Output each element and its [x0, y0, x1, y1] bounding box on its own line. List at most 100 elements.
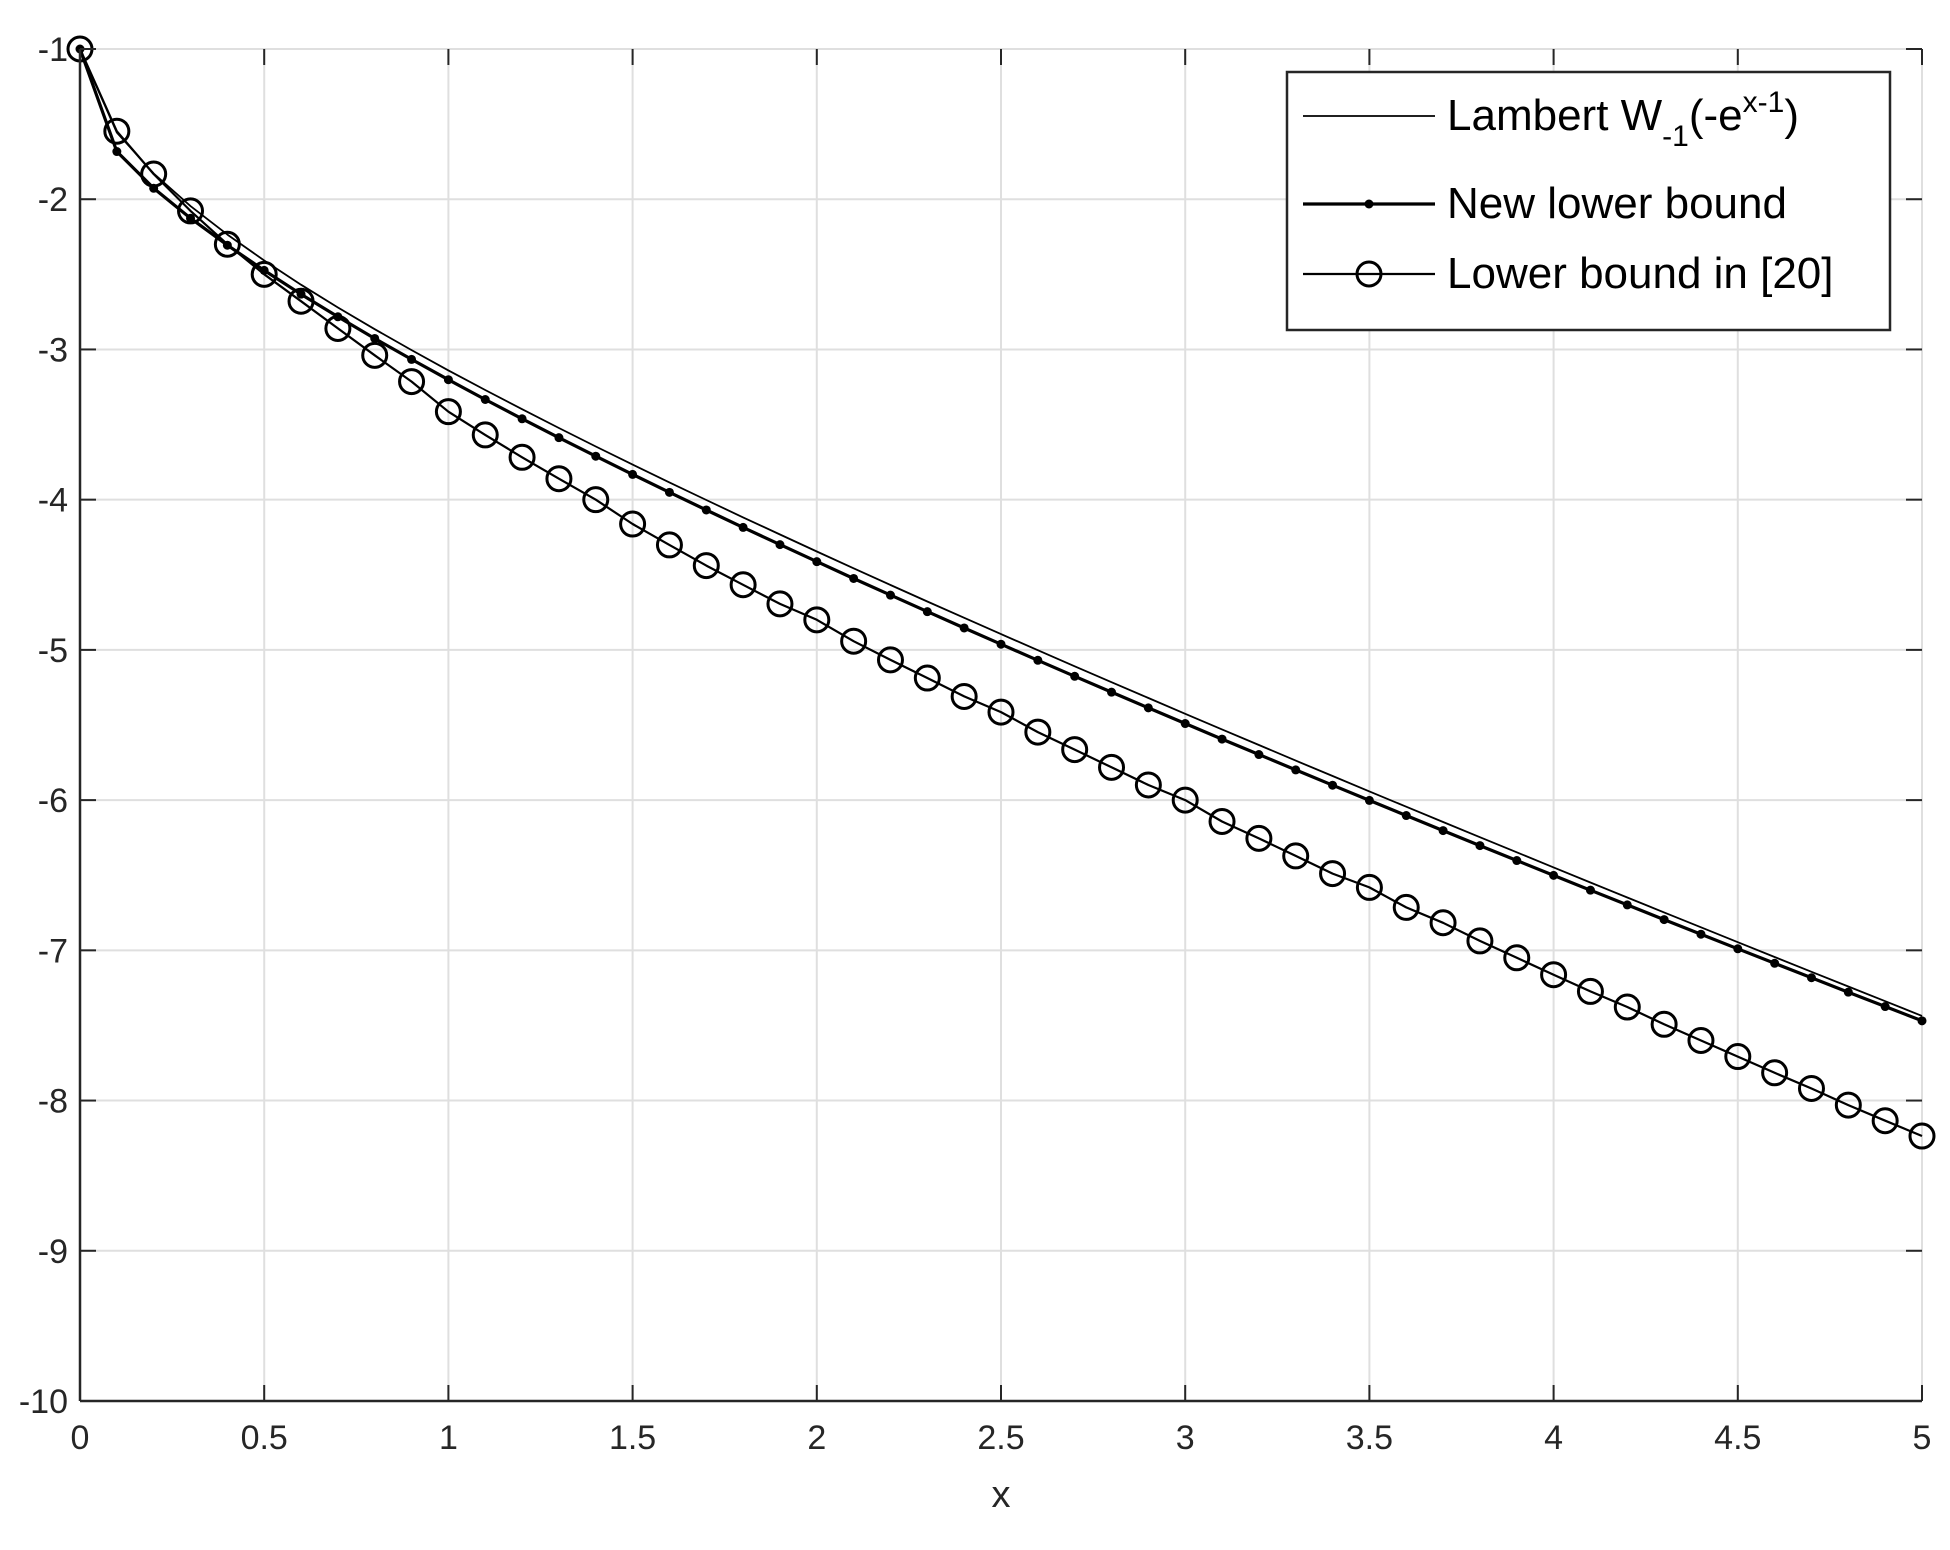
data-point-dot	[591, 451, 601, 461]
x-tick-label: 4	[1544, 1419, 1563, 1457]
data-point-dot	[443, 375, 453, 385]
legend-box	[1285, 70, 1892, 332]
x-tick-label: 0.5	[241, 1419, 288, 1457]
data-point-dot	[407, 354, 417, 364]
data-point-dot	[1475, 841, 1485, 851]
data-point-dot	[370, 333, 380, 343]
data-point-circle	[876, 646, 904, 674]
data-point-dot	[738, 522, 748, 532]
legend-label-function: (-e	[1689, 91, 1743, 140]
legend-item-2: New lower bound	[1303, 179, 1787, 228]
legend-label-main: Lambert W	[1447, 91, 1663, 140]
data-point-circle	[140, 160, 168, 188]
x-tick-label: 3.5	[1346, 1419, 1393, 1457]
data-point-dot	[1880, 1002, 1890, 1012]
data-point-circle	[950, 682, 978, 710]
data-point-circle	[1355, 873, 1383, 901]
data-point-dot	[922, 607, 932, 617]
data-point-circle	[1208, 807, 1236, 835]
data-point-circle	[1392, 893, 1420, 921]
data-point-dot	[112, 147, 122, 157]
data-point-circle	[1466, 927, 1494, 955]
x-tick-label: 2	[807, 1419, 826, 1457]
data-point-dot	[480, 394, 490, 404]
x-tick-label: 3	[1176, 1419, 1195, 1457]
data-point-circle	[324, 314, 352, 342]
y-tick-label: -2	[38, 181, 68, 219]
data-point-dot	[701, 505, 711, 515]
series-1	[79, 48, 1923, 1017]
data-point-circle	[508, 443, 536, 471]
series-line	[79, 48, 1923, 1017]
data-point-dot	[1549, 870, 1559, 880]
x-tick-label: 1.5	[609, 1419, 656, 1457]
data-point-dot	[1254, 750, 1264, 760]
data-point-circle	[1245, 824, 1273, 852]
y-tick-label: -6	[38, 782, 68, 820]
x-tick-label: 4.5	[1714, 1419, 1761, 1457]
data-point-circle	[1797, 1074, 1825, 1102]
data-point-dot	[885, 590, 895, 600]
data-point-circle	[729, 571, 757, 599]
data-point-circle	[803, 606, 831, 634]
data-point-dot	[1696, 929, 1706, 939]
axes	[78, 48, 1923, 1403]
data-point-circle	[1429, 909, 1457, 937]
data-point-circle	[1282, 842, 1310, 870]
data-point-circle	[1834, 1091, 1862, 1119]
data-point-dot	[1364, 795, 1374, 805]
data-point-circle	[840, 627, 868, 655]
data-point-dot	[1512, 856, 1522, 866]
data-point-circle	[434, 398, 462, 426]
data-point-dot	[554, 433, 564, 443]
data-point-dot	[1622, 900, 1632, 910]
data-point-dot	[296, 289, 306, 299]
legend-label: New lower bound	[1447, 179, 1787, 228]
legend-dot-marker	[1364, 199, 1374, 209]
data-point-dot	[1733, 944, 1743, 954]
data-point-dot	[849, 573, 859, 583]
x-tick-label: 5	[1913, 1419, 1932, 1457]
data-point-dot	[1770, 958, 1780, 968]
legend-item-1: Lambert W-1(-ex-1)	[1303, 86, 1799, 153]
series-3	[66, 35, 1936, 1150]
data-point-dot	[1143, 703, 1153, 713]
data-point-circle	[1576, 977, 1604, 1005]
data-point-dot	[1843, 987, 1853, 997]
data-point-dot	[517, 414, 527, 424]
y-tick-label: -4	[38, 482, 68, 520]
data-point-circle	[1503, 944, 1531, 972]
data-point-circle	[1613, 993, 1641, 1021]
y-tick-label: -10	[19, 1383, 68, 1421]
data-point-circle	[582, 486, 610, 514]
x-axis-label: x	[992, 1474, 1011, 1516]
data-point-dot	[775, 540, 785, 550]
y-tick-label: -1	[38, 31, 68, 69]
data-point-dot	[1585, 885, 1595, 895]
series-layer	[66, 35, 1936, 1150]
data-point-dot	[1033, 655, 1043, 665]
x-tick-label: 0	[71, 1419, 90, 1457]
data-point-circle	[361, 341, 389, 369]
data-point-dot	[1070, 671, 1080, 681]
legend: Lambert W-1(-ex-1) New lower bound Lower b…	[1285, 70, 1892, 332]
data-point-circle	[213, 230, 241, 258]
x-tick-label: 1	[439, 1419, 458, 1457]
legend-label-subscript: -1	[1662, 120, 1689, 153]
data-point-dot	[664, 487, 674, 497]
data-point-dot	[1659, 915, 1669, 925]
data-point-circle	[1540, 961, 1568, 989]
data-point-dot	[628, 469, 638, 479]
data-point-dot	[1180, 719, 1190, 729]
data-point-circle	[1098, 753, 1126, 781]
data-point-circle	[398, 368, 426, 396]
data-point-circle	[103, 117, 131, 145]
data-point-dot	[1917, 1016, 1927, 1026]
data-point-circle	[1724, 1043, 1752, 1071]
y-tick-label: -7	[38, 932, 68, 970]
data-point-circle	[1134, 771, 1162, 799]
legend-label-close: )	[1784, 91, 1799, 140]
data-point-dot	[186, 213, 196, 223]
data-point-circle	[692, 552, 720, 580]
